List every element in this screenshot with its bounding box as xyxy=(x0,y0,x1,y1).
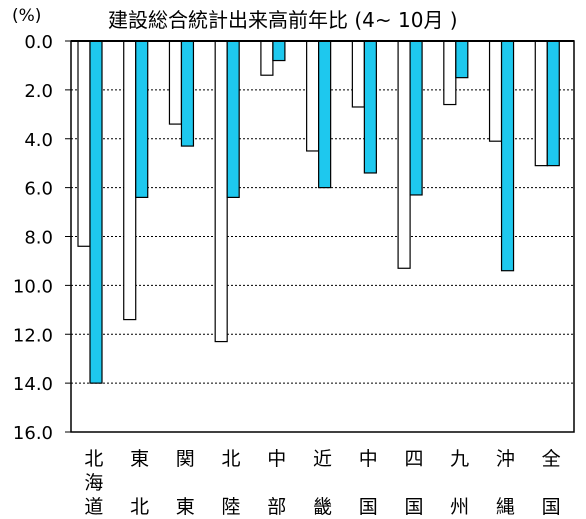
x-tick-label: 中 国 xyxy=(358,448,378,518)
bar-series-2 xyxy=(363,40,377,174)
x-tick-label: 沖 縄 xyxy=(495,448,515,518)
x-tick-label: 九 州 xyxy=(450,448,470,518)
y-tick-label: 0.0 xyxy=(24,32,53,53)
y-tick-label: 14.0 xyxy=(13,374,53,395)
bar-series-1 xyxy=(77,40,91,247)
bar-series-2 xyxy=(455,40,469,79)
bar-series-1 xyxy=(351,40,365,108)
x-tick-label: 全 国 xyxy=(541,448,561,518)
bar-series-2 xyxy=(546,40,560,167)
bar-series-2 xyxy=(318,40,332,189)
x-tick-label: 北 海 道 xyxy=(84,448,104,518)
bar-series-1 xyxy=(123,40,137,321)
y-tick-label: 2.0 xyxy=(24,81,53,102)
bar-series-1 xyxy=(488,40,503,142)
chart-title: 建設総合統計出来高前年比 (4~ 10月 ) xyxy=(108,8,458,32)
bar-series-1 xyxy=(214,40,228,343)
x-tick-label: 中 部 xyxy=(267,448,287,518)
y-tick-label: 6.0 xyxy=(24,179,53,200)
bar-series-2 xyxy=(409,40,423,196)
x-tick-label: 関 東 xyxy=(175,448,195,518)
bar-series-2 xyxy=(89,40,103,384)
bar-series-1 xyxy=(534,40,548,167)
y-tick-label: 4.0 xyxy=(24,130,53,151)
bar-series-2 xyxy=(135,40,149,198)
y-tick-label: 10.0 xyxy=(13,276,53,297)
bar-series-1 xyxy=(306,40,320,152)
y-tick-label: 16.0 xyxy=(13,423,53,444)
bar-series-2 xyxy=(226,40,240,198)
y-axis-unit: (%) xyxy=(12,6,42,26)
x-tick-label: 近 畿 xyxy=(312,448,332,518)
x-tick-label: 四 国 xyxy=(404,448,424,518)
y-tick-label: 8.0 xyxy=(24,228,53,249)
y-tick-label: 12.0 xyxy=(13,325,53,346)
x-tick-label: 東 北 xyxy=(130,448,150,518)
bar-series-2 xyxy=(180,40,195,147)
bar-series-2 xyxy=(500,40,515,272)
bar-series-1 xyxy=(168,40,183,125)
bar-series-2 xyxy=(272,40,286,62)
bar-series-1 xyxy=(443,40,457,106)
bar-series-1 xyxy=(397,40,411,269)
x-tick-label: 北 陸 xyxy=(221,448,241,518)
bar-series-1 xyxy=(260,40,274,76)
